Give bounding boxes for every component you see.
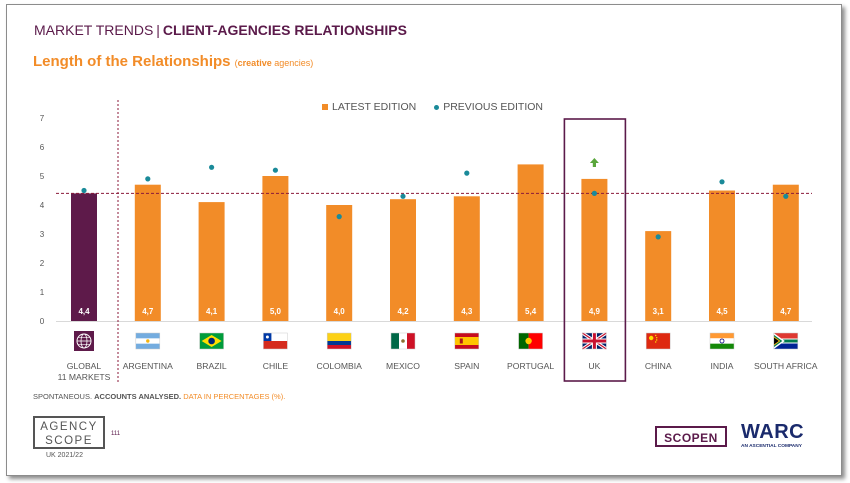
- bar-latest: [645, 231, 672, 321]
- category-label: PORTUGAL: [507, 361, 554, 371]
- globe-icon: [74, 331, 94, 351]
- category-label: BRAZIL: [197, 361, 227, 371]
- bar-latest: [71, 193, 97, 321]
- previous-edition-point: [464, 170, 470, 176]
- bar-value-label: 4,1: [206, 307, 218, 316]
- previous-edition-point: [272, 167, 278, 173]
- subtitle-paren: (: [234, 58, 238, 68]
- subtitle-main: Length of the Relationships: [33, 53, 231, 70]
- legend-latest-swatch: [322, 104, 328, 110]
- previous-edition-point: [719, 179, 725, 185]
- subtitle-rest: agencies): [271, 58, 314, 68]
- category-label: MEXICO: [386, 361, 420, 371]
- header-section: MARKET TRENDS: [34, 22, 154, 38]
- bar-value-label: 4,4: [78, 307, 90, 316]
- bar-latest: [453, 196, 480, 321]
- previous-edition-point: [209, 164, 215, 170]
- bar-latest: [581, 178, 608, 321]
- y-tick-label: 2: [40, 259, 45, 268]
- bar-latest: [326, 205, 353, 321]
- footnote-part3: DATA IN PERCENTAGES (%).: [183, 392, 286, 401]
- colombia-flag: [326, 332, 352, 350]
- y-tick-label: 6: [40, 143, 45, 152]
- bar-latest: [198, 202, 225, 321]
- india-flag: [709, 332, 735, 350]
- bar-latest: [390, 199, 416, 321]
- category-label: COLOMBIA: [317, 361, 363, 371]
- bar-value-label: 4,0: [334, 307, 346, 316]
- category-label: SOUTH AFRICA: [754, 361, 818, 371]
- warc-logo: WARC: [741, 421, 805, 443]
- chart-subtitle: Length of the Relationships (creative ag…: [33, 53, 313, 70]
- category-label: CHINA: [645, 361, 672, 371]
- agency-logo-line1: AGENCY: [40, 421, 98, 433]
- previous-edition-point: [336, 214, 342, 220]
- previous-edition-point: [400, 193, 406, 199]
- bar-latest: [134, 184, 161, 321]
- bar-latest: [772, 184, 799, 321]
- bar-value-label: 4,2: [397, 307, 409, 316]
- previous-edition-point: [591, 190, 598, 196]
- previous-edition-point: [655, 234, 661, 240]
- subtitle-highlight: creative: [237, 58, 272, 68]
- brazil-flag: [199, 332, 224, 350]
- footnote-part2: ACCOUNTS ANALYSED.: [94, 392, 182, 401]
- argentina-flag: [135, 332, 161, 350]
- bar-value-label: 4,5: [716, 307, 728, 316]
- subtitle-qualifier: (creative agencies): [235, 58, 314, 68]
- category-label: SPAIN: [454, 361, 479, 371]
- chart-legend: LATEST EDITION PREVIOUS EDITION: [322, 101, 543, 113]
- category-label: ARGENTINA: [123, 361, 173, 371]
- y-tick-label: 7: [40, 114, 45, 123]
- category-label: 11 MARKETS: [58, 372, 111, 382]
- legend-latest-label: LATEST EDITION: [332, 101, 417, 113]
- page-header: MARKET TRENDS | CLIENT-AGENCIES RELATIONSH…: [34, 22, 407, 38]
- portugal-flag: [518, 332, 543, 350]
- mexico-flag: [390, 332, 416, 350]
- bar-latest: [517, 164, 544, 321]
- bar-value-label: 5,4: [525, 307, 537, 316]
- agency-scope-logo: AGENCY SCOPE: [33, 416, 105, 449]
- scopen-logo: SCOPEN: [655, 426, 727, 447]
- bar-value-label: 4,9: [589, 307, 601, 316]
- header-separator: |: [156, 22, 160, 38]
- uk-flag: [581, 331, 608, 351]
- previous-edition-point: [783, 193, 789, 199]
- legend-previous-swatch: [434, 104, 440, 110]
- bar-value-label: 4,3: [461, 307, 473, 316]
- bar-latest: [709, 190, 735, 321]
- edition-label: UK 2021/22: [46, 452, 83, 459]
- south-africa-flag: [773, 332, 799, 350]
- legend-previous-label: PREVIOUS EDITION: [443, 101, 543, 113]
- up-arrow-icon: [589, 158, 599, 167]
- category-label: CHILE: [263, 361, 289, 371]
- header-title: CLIENT-AGENCIES RELATIONSHIPS: [162, 22, 407, 38]
- china-flag: [645, 332, 671, 350]
- chile-flag: [263, 332, 288, 350]
- category-label: INDIA: [711, 361, 734, 371]
- bar-value-label: 4,7: [780, 307, 792, 316]
- spain-flag: [454, 332, 480, 350]
- bar-value-label: 3,1: [653, 307, 665, 316]
- footnote-part1: SPONTANEOUS.: [33, 392, 93, 401]
- y-tick-label: 5: [40, 172, 45, 181]
- agency-logo-line2: SCOPE: [45, 435, 93, 447]
- footnote: SPONTANEOUS. ACCOUNTS ANALYSED. DATA IN …: [33, 392, 285, 401]
- y-tick-label: 3: [40, 230, 45, 239]
- warc-tagline: AN ASCENTIAL COMPANY: [741, 444, 802, 449]
- bar-value-label: 4,7: [142, 307, 154, 316]
- category-label: GLOBAL: [67, 361, 102, 371]
- bar-value-label: 5,0: [270, 307, 282, 316]
- y-tick-label: 4: [40, 201, 45, 210]
- page-number: 111: [111, 431, 121, 437]
- previous-edition-point: [81, 187, 87, 194]
- y-tick-label: 0: [40, 317, 45, 326]
- uk-highlight-box: [563, 118, 627, 382]
- category-label: UK: [588, 361, 600, 371]
- bar-latest: [262, 176, 289, 321]
- y-tick-label: 1: [40, 288, 45, 297]
- previous-edition-point: [145, 176, 151, 182]
